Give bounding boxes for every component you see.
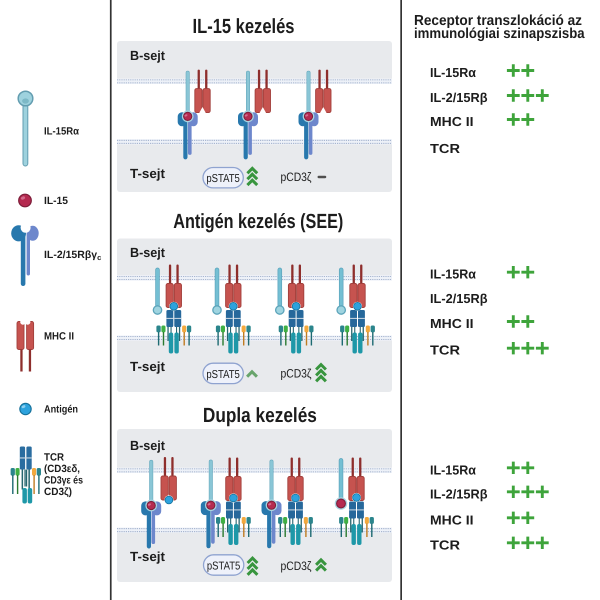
svg-text:IL-15 kezelés: IL-15 kezelés	[193, 15, 295, 38]
svg-text:B-sejt: B-sejt	[130, 48, 166, 63]
svg-text:IL-2/15Rβ: IL-2/15Rβ	[430, 291, 488, 306]
svg-text:TCR: TCR	[430, 537, 461, 552]
svg-text:B-sejt: B-sejt	[130, 245, 166, 260]
svg-text:IL-2/15Rβ: IL-2/15Rβ	[430, 486, 488, 501]
svg-text:CD3ζ): CD3ζ)	[44, 486, 72, 498]
svg-text:MHC II: MHC II	[44, 331, 74, 343]
svg-text:TCR: TCR	[430, 141, 461, 156]
svg-text:TCR: TCR	[44, 452, 64, 464]
svg-text:IL-2/15Rβ: IL-2/15Rβ	[430, 90, 488, 105]
svg-text:TCR: TCR	[430, 343, 461, 358]
svg-text:T-sejt: T-sejt	[130, 166, 166, 181]
svg-text:pCD3ζ: pCD3ζ	[281, 559, 313, 573]
svg-text:IL-2/15Rβγc: IL-2/15Rβγc	[44, 249, 101, 262]
svg-text:Antigén kezelés (SEE): Antigén kezelés (SEE)	[173, 210, 343, 233]
svg-text:IL-15: IL-15	[44, 195, 68, 207]
svg-text:MHC II: MHC II	[430, 114, 474, 129]
svg-text:IL-15Rα: IL-15Rα	[430, 65, 476, 80]
svg-text:pCD3ζ: pCD3ζ	[281, 170, 313, 184]
svg-text:T-sejt: T-sejt	[130, 359, 166, 374]
svg-text:IL-15Rα: IL-15Rα	[44, 126, 79, 138]
svg-text:IL-15Rα: IL-15Rα	[430, 462, 476, 477]
svg-text:(CD3εδ,: (CD3εδ,	[44, 463, 80, 475]
svg-text:immunológiai szinapszisba: immunológiai szinapszisba	[414, 26, 585, 42]
svg-text:MHC II: MHC II	[430, 316, 474, 331]
svg-text:Receptor transzlokáció az: Receptor transzlokáció az	[414, 13, 582, 29]
svg-text:Dupla kezelés: Dupla kezelés	[203, 404, 317, 427]
svg-text:IL-15Rα: IL-15Rα	[430, 267, 476, 282]
svg-text:CD3γε és: CD3γε és	[44, 475, 83, 487]
svg-text:pCD3ζ: pCD3ζ	[281, 367, 313, 381]
svg-text:B-sejt: B-sejt	[130, 438, 166, 453]
svg-text:MHC II: MHC II	[430, 512, 474, 527]
svg-text:Antigén: Antigén	[44, 404, 78, 416]
svg-text:T-sejt: T-sejt	[130, 549, 166, 564]
